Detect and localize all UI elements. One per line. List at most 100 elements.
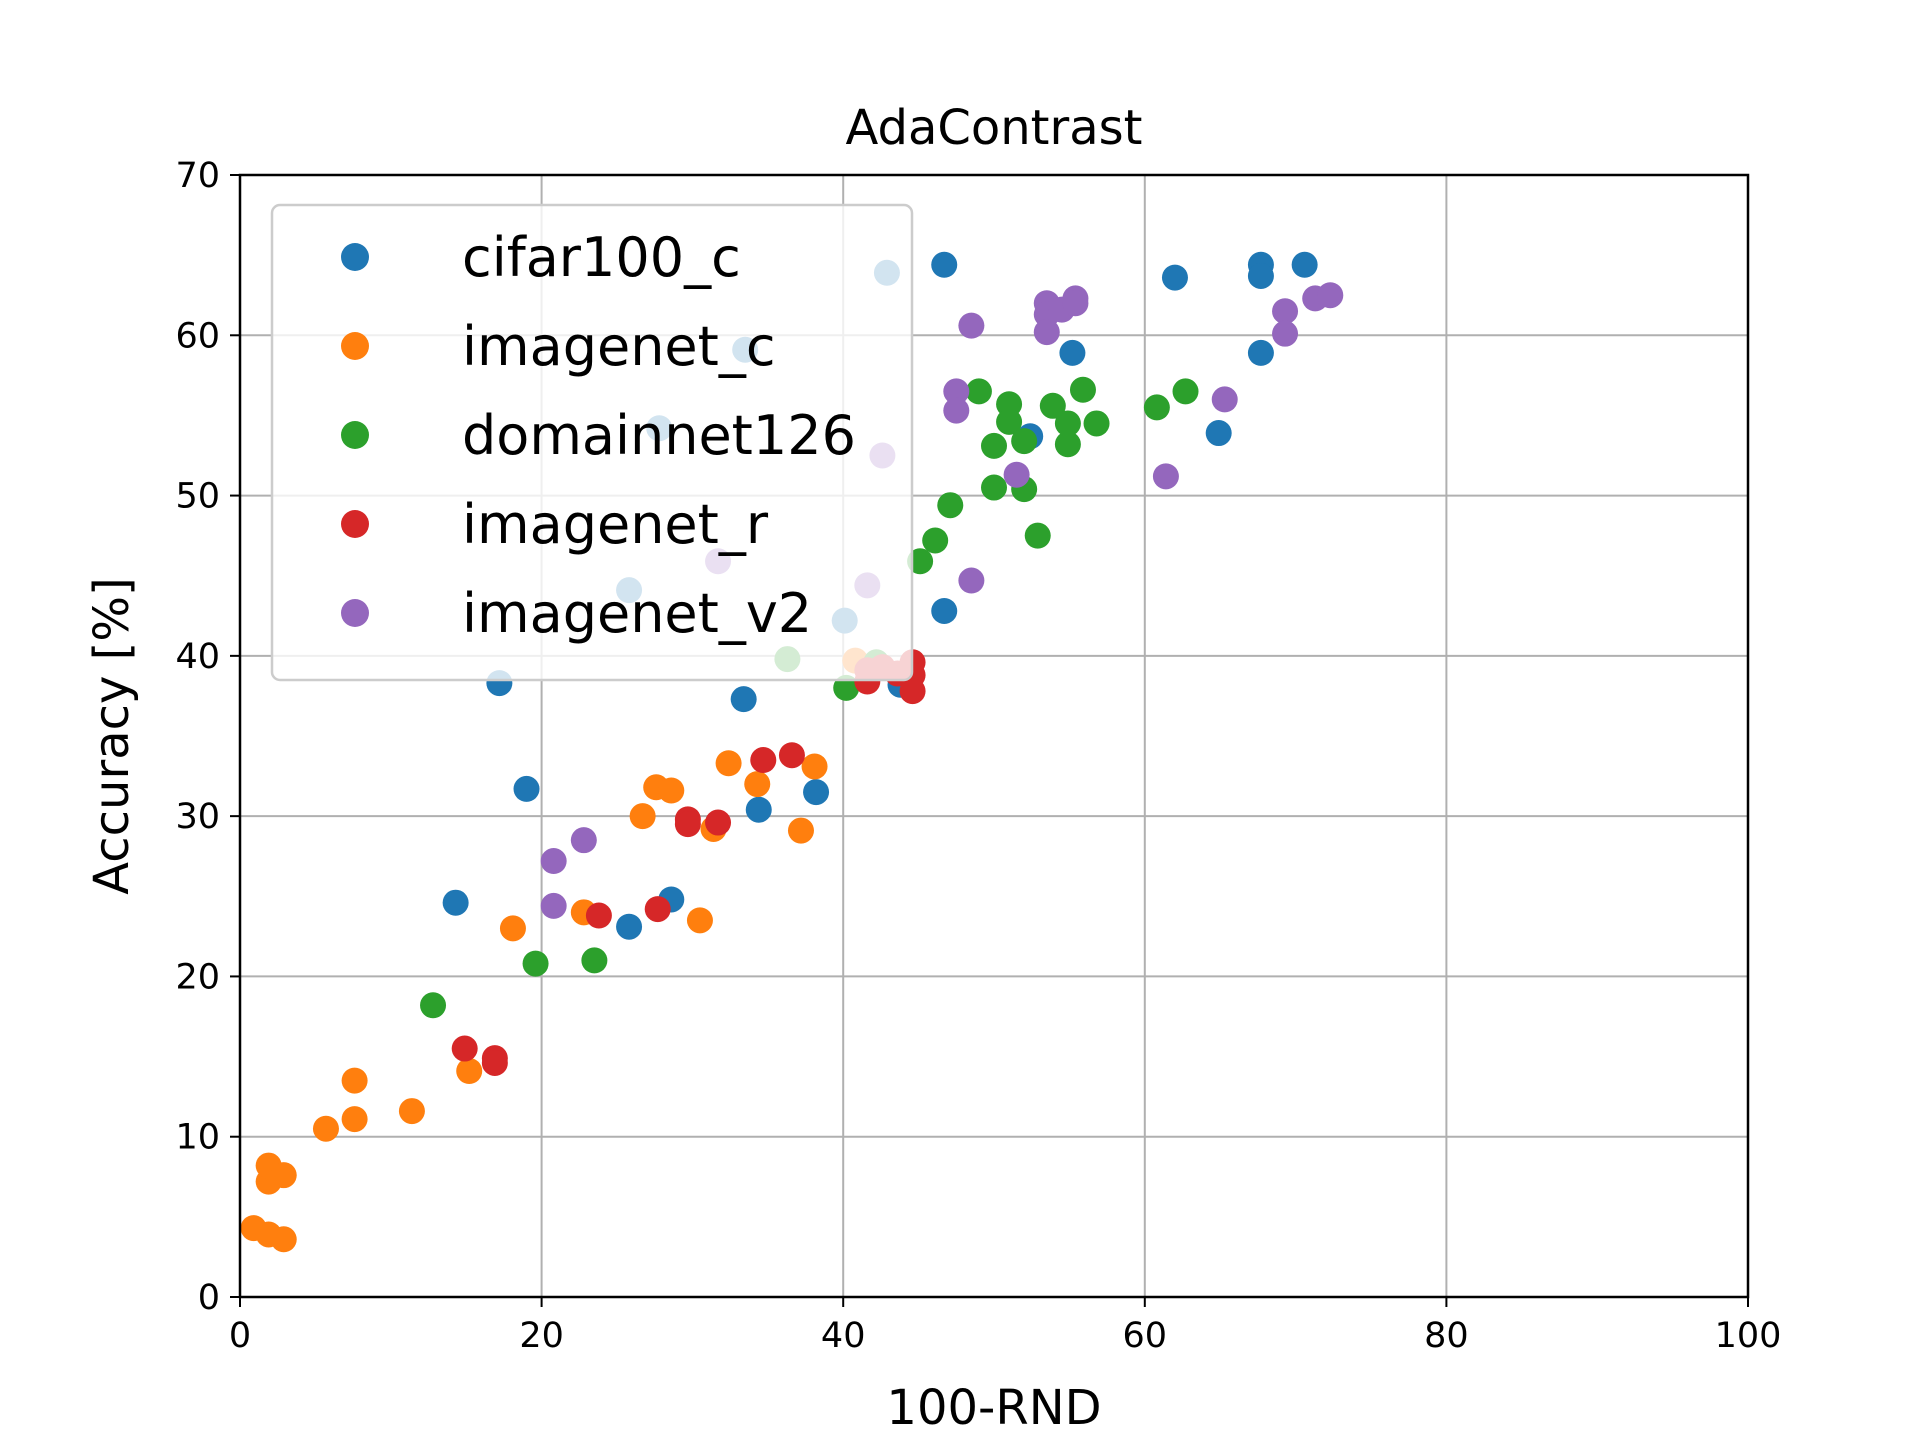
- data-point: [1247, 262, 1274, 289]
- data-point: [1143, 394, 1170, 421]
- x-tick-label: 40: [821, 1316, 866, 1356]
- plot-frame: [238, 173, 1750, 1299]
- data-point: [644, 896, 671, 923]
- data-point: [629, 803, 656, 830]
- data-point: [570, 827, 597, 854]
- y-axis-label: Accuracy [%]: [84, 577, 140, 894]
- data-point: [1205, 420, 1232, 447]
- y-tick-label: 30: [175, 797, 220, 837]
- data-point: [513, 775, 540, 802]
- y-tick-label: 50: [175, 477, 220, 517]
- data-point: [745, 796, 772, 823]
- y-tick-label: 40: [175, 637, 220, 677]
- data-point: [674, 811, 701, 838]
- data-point: [341, 1106, 368, 1133]
- data-point: [965, 378, 992, 405]
- legend-entry: domainnet126: [341, 404, 856, 467]
- data-point: [1272, 320, 1299, 347]
- legend: cifar100_c imagenet_c domainnet126 imagenet…: [270, 203, 914, 682]
- data-point: [522, 950, 549, 977]
- data-point: [922, 527, 949, 554]
- data-point: [1033, 319, 1060, 346]
- data-point: [398, 1098, 425, 1125]
- data-point: [341, 1067, 368, 1094]
- data-point: [705, 809, 732, 836]
- data-point: [481, 1049, 508, 1076]
- legend-entry: cifar100_c: [341, 226, 741, 289]
- data-point: [1011, 428, 1038, 455]
- legend-box: [270, 203, 914, 682]
- data-point: [750, 747, 777, 774]
- y-tick-label: 0: [198, 1278, 220, 1318]
- data-point: [931, 597, 958, 624]
- x-tick-label: 60: [1123, 1316, 1168, 1356]
- legend-label: imagenet_r: [462, 493, 769, 556]
- data-point: [899, 678, 926, 705]
- legend-marker: [341, 332, 369, 360]
- data-point: [420, 992, 447, 1019]
- data-point: [943, 378, 970, 405]
- data-point: [1083, 410, 1110, 437]
- axis-ticks: 0 20 40 60 80 100 0 10 20 30 40 50 60 70: [175, 156, 1781, 1356]
- data-point: [312, 1115, 339, 1142]
- data-point: [801, 753, 828, 780]
- data-point: [1317, 282, 1344, 309]
- data-point: [581, 947, 608, 974]
- legend-marker: [341, 421, 369, 449]
- data-point: [1062, 290, 1089, 317]
- data-point: [981, 432, 1007, 459]
- data-point: [1161, 264, 1188, 291]
- data-point: [540, 892, 567, 919]
- data-point: [715, 750, 742, 777]
- data-point: [270, 1226, 297, 1253]
- data-point: [943, 397, 970, 424]
- data-point: [730, 686, 757, 713]
- data-point: [1291, 251, 1318, 278]
- data-point: [540, 848, 567, 875]
- x-axis-label: 100-RND: [886, 1380, 1101, 1436]
- legend-entry: imagenet_v2: [341, 582, 812, 645]
- data-point: [803, 779, 830, 806]
- x-tick-label: 0: [229, 1316, 251, 1356]
- data-point: [833, 674, 860, 701]
- data-point: [1172, 378, 1199, 405]
- data-point: [1039, 392, 1066, 419]
- data-points: [240, 251, 1344, 1253]
- legend-label: imagenet_c: [462, 315, 776, 378]
- legend-entry: imagenet_r: [341, 493, 769, 556]
- data-point: [456, 1057, 483, 1084]
- data-point: [1054, 410, 1081, 437]
- data-point: [1211, 386, 1238, 413]
- x-tick-label: 80: [1424, 1316, 1469, 1356]
- legend-label: domainnet126: [462, 404, 856, 467]
- legend-label: cifar100_c: [462, 226, 741, 289]
- x-tick-label: 20: [519, 1316, 564, 1356]
- data-point: [686, 907, 713, 934]
- chart-title: AdaContrast: [846, 100, 1143, 156]
- data-point: [907, 548, 934, 575]
- legend-marker: [341, 243, 369, 271]
- y-tick-label: 60: [175, 316, 220, 356]
- y-tick-label: 10: [175, 1118, 220, 1158]
- legend-marker: [341, 599, 369, 627]
- data-point: [958, 567, 985, 594]
- y-tick-label: 20: [175, 957, 220, 997]
- legend-marker: [341, 510, 369, 538]
- data-point: [585, 902, 612, 929]
- data-point: [270, 1162, 297, 1189]
- series-domainnet126: [420, 376, 1199, 1019]
- data-point: [744, 771, 771, 798]
- data-point: [931, 251, 958, 278]
- data-point: [787, 817, 814, 844]
- data-point: [1247, 339, 1274, 366]
- data-point: [1054, 431, 1081, 458]
- legend-label: imagenet_v2: [462, 582, 812, 645]
- data-point: [1272, 298, 1299, 325]
- x-tick-label: 100: [1715, 1316, 1782, 1356]
- data-point: [778, 742, 805, 769]
- data-point: [1003, 461, 1030, 488]
- data-point: [616, 913, 643, 940]
- data-point: [1069, 376, 1096, 403]
